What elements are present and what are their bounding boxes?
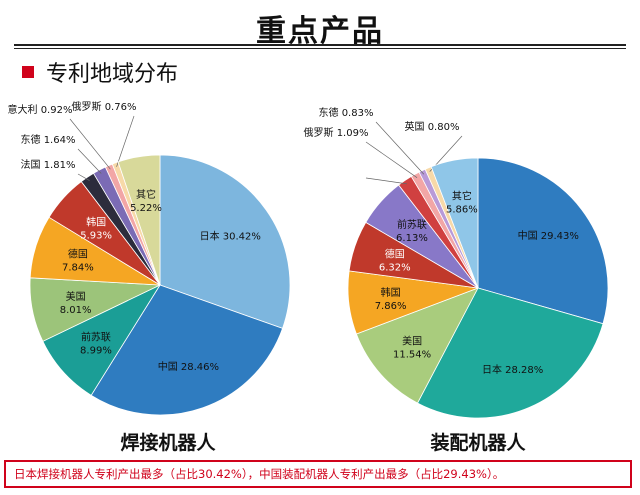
data-label: 前苏联 [81,330,111,343]
data-label: 俄罗斯 0.76% [72,100,137,113]
data-label: 中国 29.43% [518,229,579,242]
leader-line [116,115,135,167]
data-label-value: 6.13% [396,233,428,244]
data-label: 东德 1.64% [21,133,76,146]
data-label: 德国 [385,247,405,260]
data-label-value: 11.54% [393,349,431,360]
data-label: 日本 28.28% [482,363,543,376]
data-label: 日本 30.42% [200,229,261,242]
data-label: 俄罗斯 1.09% [304,126,369,139]
pie-slice-其它 [117,154,161,286]
square-bullet-icon [22,66,34,78]
data-label: 美国 [66,290,86,303]
data-label-value: 8.01% [60,305,92,316]
section-title: 专利地域分布 [46,62,179,87]
data-label: 英国 0.80% [405,120,460,133]
data-label-value: 6.32% [379,262,411,273]
data-label: 东德 0.83% [319,106,374,119]
data-label-value: 8.99% [80,345,112,356]
section-header: 专利地域分布 [22,56,178,88]
data-label: 美国 [402,334,422,347]
data-label-value: 7.84% [62,262,94,273]
data-label: 法国 1.87% [309,162,364,175]
pie-chart-welding: 日本 30.42% 中国 28.46% 8.99% 前苏联 8.01% 美国 7.84% 德国… [8,100,291,416]
title-rule-top [14,44,626,46]
leader-line [365,141,418,179]
leader-line [77,173,90,181]
data-label: 法国 1.81% [21,158,76,171]
pie-slice-其它 [430,157,479,289]
data-label-value: 5.93% [80,230,112,241]
data-label: 前苏联 [397,218,427,231]
data-label: 韩国 [381,286,401,299]
title-rule-bottom [14,48,626,49]
leader-line [365,177,408,185]
note-box: 日本焊接机器人专利产出最多（占比30.42%），中国装配机器人专利产出最多（占比… [4,460,632,488]
data-label: 德国 [68,247,88,260]
chart-title-assembly: 装配机器人 [430,432,526,454]
data-label: 中国 28.46% [158,360,219,373]
data-label: 意大利 0.92% [8,103,73,116]
leader-line [69,118,111,170]
pie-slice-中国 [90,284,284,416]
pie-slice-中国 [477,157,609,325]
data-label: 其它 [136,188,156,201]
data-label-value: 5.22% [130,203,162,214]
pie-slice-日本 [416,287,604,419]
leader-line [375,121,425,175]
chart-title-welding: 焊接机器人 [120,432,216,454]
note-text: 日本焊接机器人专利产出最多（占比30.42%），中国装配机器人专利产出最多（占比… [14,467,505,481]
pie-slice-美国 [355,287,479,404]
data-label-value: 5.86% [446,204,478,215]
pie-slice-日本 [159,154,291,329]
page-title: 重点产品 [256,14,384,49]
data-label: 韩国 [86,215,106,228]
data-label-value: 7.86% [375,301,407,312]
leader-line [77,148,102,174]
pie-chart-assembly: 中国 29.43% 日本 28.28% 11.54% 美国 7.86% 韩国 6.32% 德国… [304,106,609,419]
data-label: 其它 [452,189,472,202]
